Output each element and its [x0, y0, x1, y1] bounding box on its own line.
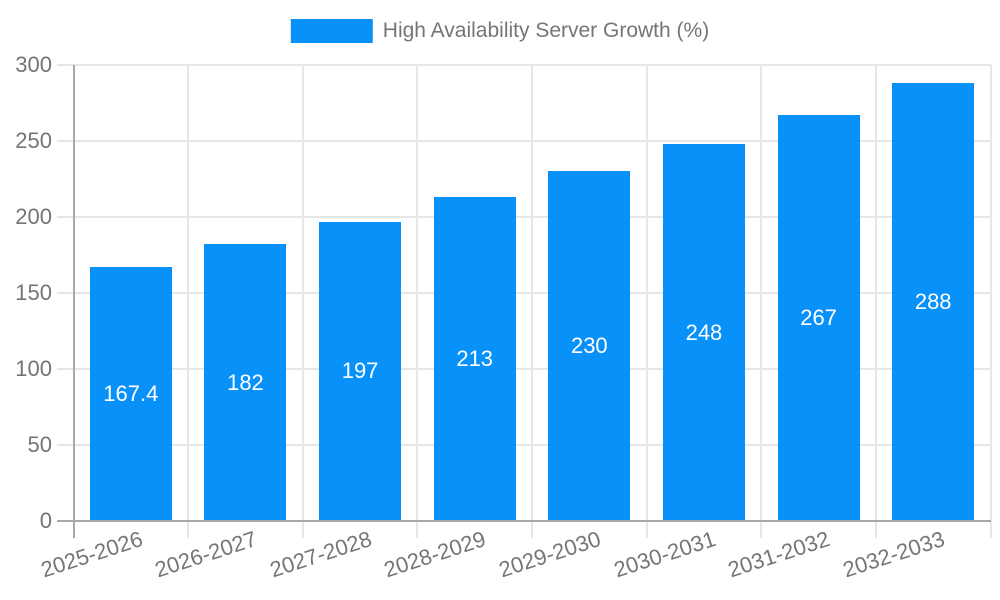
y-axis-tick-label: 250	[15, 128, 52, 153]
y-axis-tick-label: 150	[15, 280, 52, 305]
x-axis-tick-label: 2029-2030	[495, 526, 604, 583]
y-axis-tick-label: 200	[15, 204, 52, 229]
h-gridline	[56, 140, 991, 142]
bar: 248	[662, 144, 745, 521]
bar: 267	[777, 115, 860, 521]
y-axis-tick-label: 300	[15, 52, 52, 77]
x-axis-line	[56, 520, 991, 522]
bar-value-label: 167.4	[103, 380, 159, 406]
y-axis-tick-label: 0	[39, 508, 52, 533]
y-axis-tick-label: 50	[27, 432, 52, 457]
bar-value-label: 230	[570, 333, 608, 359]
legend-label: High Availability Server Growth (%)	[382, 19, 710, 42]
v-gridline	[874, 65, 877, 538]
h-gridline	[56, 64, 991, 66]
h-gridline	[56, 444, 991, 446]
bar-value-label: 197	[341, 358, 379, 384]
h-gridline	[56, 216, 991, 218]
bar-value-label: 288	[914, 289, 952, 315]
bar: 230	[548, 171, 631, 521]
h-gridline	[56, 368, 991, 370]
x-axis-tick-label: 2031-2032	[725, 526, 833, 583]
bar-value-label: 213	[456, 346, 494, 372]
x-axis-tick-label: 2027-2028	[266, 526, 375, 583]
v-gridline	[531, 65, 533, 538]
v-gridline	[645, 65, 648, 538]
bar: 288	[892, 83, 975, 521]
h-gridline	[56, 292, 991, 294]
bar: 213	[433, 197, 516, 521]
v-gridline	[187, 65, 190, 538]
y-axis-line	[72, 65, 75, 538]
bar-value-label: 267	[800, 305, 837, 331]
bar-value-label: 248	[685, 319, 723, 345]
v-gridline	[760, 65, 763, 538]
bar: 182	[204, 244, 287, 521]
bar: 197	[319, 221, 402, 521]
x-axis-tick-label: 2026-2027	[152, 526, 260, 583]
x-axis-tick-label: 2032-2033	[839, 526, 948, 583]
x-axis-tick-label: 2025-2026	[37, 526, 146, 583]
x-axis-tick-label: 2030-2031	[610, 526, 719, 583]
v-gridline	[416, 65, 419, 538]
legend-item[interactable]: High Availability Server Growth (%)	[290, 19, 710, 43]
bar-value-label: 182	[227, 369, 264, 395]
legend-swatch-icon	[290, 19, 373, 43]
y-axis-tick-label: 100	[15, 356, 52, 381]
bar: 167.4	[89, 266, 172, 521]
v-gridline	[301, 65, 304, 538]
v-gridline	[989, 65, 992, 538]
x-axis-tick-label: 2028-2029	[381, 526, 490, 583]
